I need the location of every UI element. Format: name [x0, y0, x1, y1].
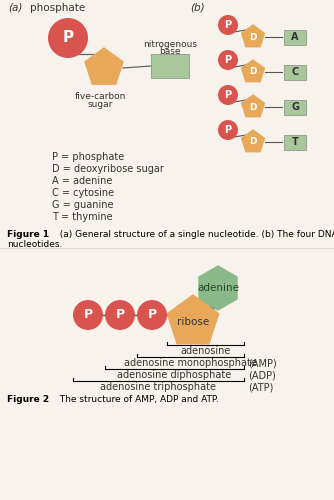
Circle shape [218, 15, 238, 35]
FancyBboxPatch shape [284, 100, 306, 114]
Text: P: P [116, 308, 125, 322]
Text: G = guanine: G = guanine [52, 200, 114, 210]
Circle shape [48, 18, 88, 58]
Text: P: P [224, 55, 231, 65]
Text: adenine: adenine [197, 283, 239, 293]
Text: D = deoxyribose sugar: D = deoxyribose sugar [52, 164, 164, 174]
Circle shape [105, 300, 135, 330]
Circle shape [137, 300, 167, 330]
Polygon shape [241, 130, 265, 152]
Text: T = thymine: T = thymine [52, 212, 113, 222]
Text: The structure of AMP, ADP and ATP.: The structure of AMP, ADP and ATP. [54, 395, 219, 404]
Text: P = phosphate: P = phosphate [52, 152, 124, 162]
Text: adenosine: adenosine [180, 346, 231, 356]
Polygon shape [199, 266, 237, 310]
Text: adenosine triphosphate: adenosine triphosphate [101, 382, 216, 392]
Text: P: P [84, 308, 93, 322]
Polygon shape [241, 95, 265, 116]
Text: ribose: ribose [177, 317, 209, 327]
Circle shape [218, 120, 238, 140]
Circle shape [218, 50, 238, 70]
Text: C: C [291, 67, 299, 77]
Text: Figure 1: Figure 1 [7, 230, 49, 239]
Text: A = adenine: A = adenine [52, 176, 112, 186]
Polygon shape [241, 60, 265, 82]
Text: P: P [224, 125, 231, 135]
Text: phosphate: phosphate [30, 3, 85, 13]
Text: P: P [147, 308, 157, 322]
Text: P: P [224, 20, 231, 30]
Text: Figure 2: Figure 2 [7, 395, 49, 404]
Text: (AMP): (AMP) [248, 358, 277, 368]
Text: D: D [249, 102, 257, 112]
Text: C = cytosine: C = cytosine [52, 188, 114, 198]
FancyBboxPatch shape [151, 54, 189, 78]
Text: A: A [291, 32, 299, 42]
Text: adenosine diphosphate: adenosine diphosphate [117, 370, 231, 380]
Text: G: G [291, 102, 299, 112]
Polygon shape [167, 295, 219, 344]
Circle shape [73, 300, 103, 330]
Polygon shape [85, 48, 123, 84]
Text: (ATP): (ATP) [248, 382, 273, 392]
Text: five-carbon: five-carbon [74, 92, 126, 101]
Circle shape [218, 85, 238, 105]
Text: (b): (b) [190, 3, 205, 13]
Text: adenosine monophosphate: adenosine monophosphate [124, 358, 257, 368]
Text: D: D [249, 68, 257, 76]
Polygon shape [241, 25, 265, 46]
Text: D: D [249, 32, 257, 42]
FancyBboxPatch shape [284, 64, 306, 80]
Text: (a): (a) [8, 3, 22, 13]
Text: P: P [62, 30, 73, 46]
Text: (a) General structure of a single nucleotide. (b) The four DNA: (a) General structure of a single nucleo… [54, 230, 334, 239]
FancyBboxPatch shape [284, 30, 306, 44]
Text: D: D [249, 138, 257, 146]
Text: nucleotides.: nucleotides. [7, 240, 62, 249]
FancyBboxPatch shape [284, 134, 306, 150]
Text: P: P [224, 90, 231, 100]
Text: base: base [159, 47, 181, 56]
Text: sugar: sugar [87, 100, 113, 109]
Text: (ADP): (ADP) [248, 370, 276, 380]
Text: nitrogenous: nitrogenous [143, 40, 197, 49]
Text: T: T [292, 137, 298, 147]
